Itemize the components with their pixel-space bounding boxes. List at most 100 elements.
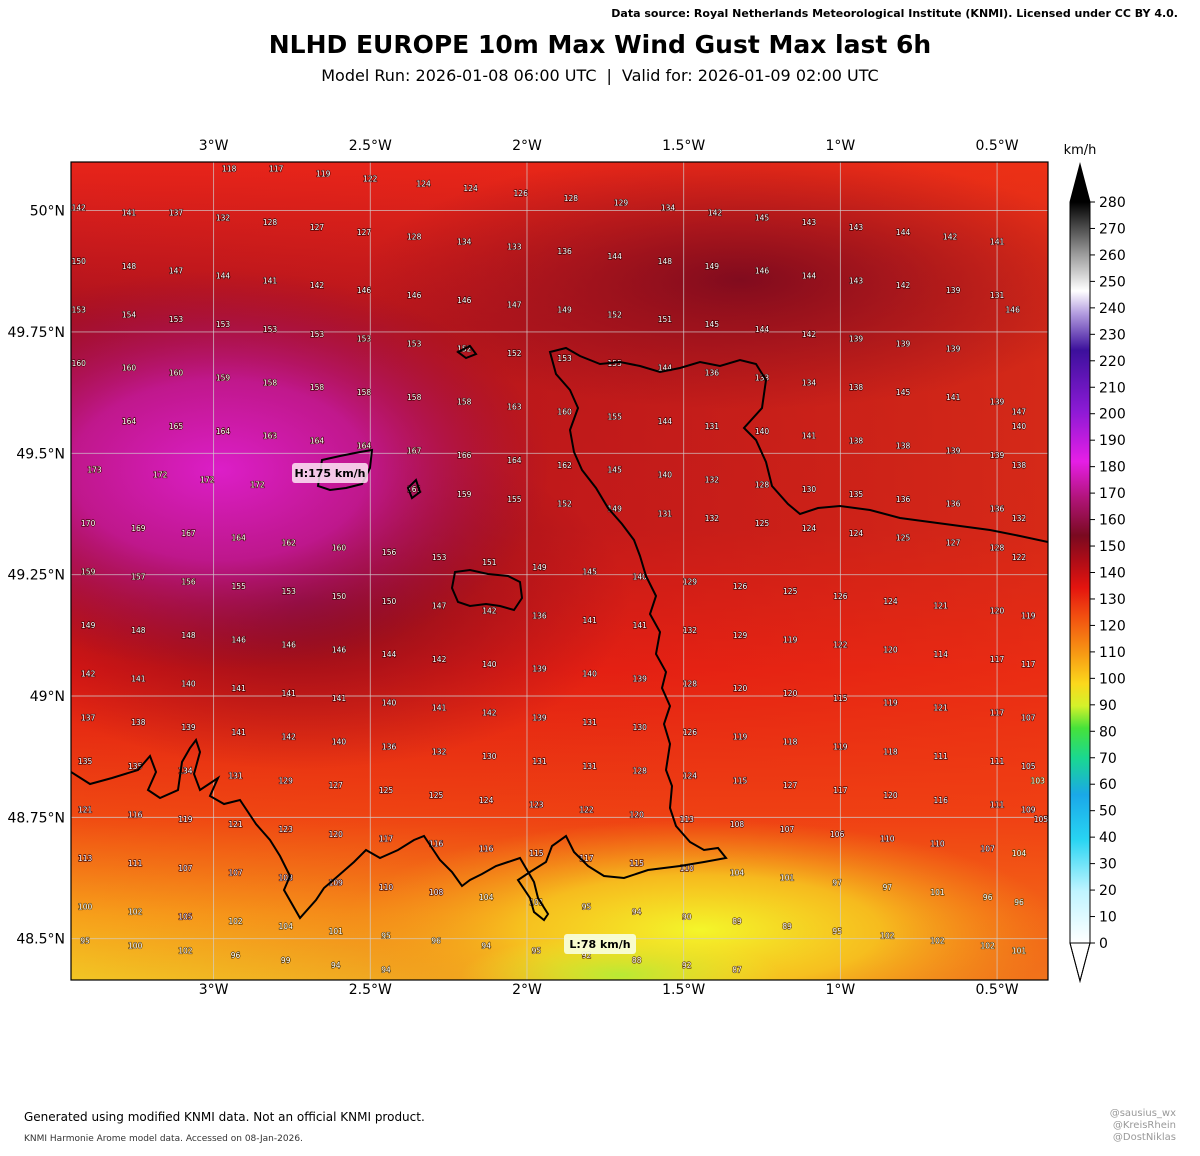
station-value: 152 <box>557 500 572 509</box>
colorbar-tick-label: 40 <box>1099 830 1117 846</box>
station-value: 163 <box>263 432 278 441</box>
station-value: 124 <box>463 184 478 193</box>
station-value: 160 <box>72 359 87 368</box>
axis-ticks: 3°W 3°W 2.5°W 2.5°W 2°W 2°W 1.5°W 1.5°W 1°W 1°W 0.… <box>7 138 1018 998</box>
station-value: 148 <box>131 626 146 635</box>
station-value: 144 <box>802 272 817 281</box>
wind-field-dark-band <box>360 162 1048 410</box>
station-value: 117 <box>1021 660 1036 669</box>
station-value: 102 <box>128 908 143 917</box>
station-value: 136 <box>990 505 1005 514</box>
station-value: 138 <box>896 441 911 450</box>
station-value: 136 <box>705 369 720 378</box>
station-value: 142 <box>943 233 958 242</box>
station-value: 147 <box>507 301 522 310</box>
station-value: 147 <box>432 602 447 611</box>
lon-tick-top: 2.5°W <box>349 138 392 154</box>
station-value: 148 <box>122 262 137 271</box>
colorbar-tick-label: 170 <box>1099 486 1126 502</box>
station-value: 111 <box>990 757 1005 766</box>
station-value: 162 <box>282 539 297 548</box>
station-value: 140 <box>482 660 497 669</box>
lon-tick-top: 2°W <box>512 138 542 154</box>
station-value: 129 <box>279 776 294 785</box>
station-value: 153 <box>310 330 325 339</box>
station-value: 160 <box>332 543 347 552</box>
station-value: 127 <box>357 228 372 237</box>
station-value: 151 <box>658 315 673 324</box>
coastline-brittany <box>71 346 1048 922</box>
station-value: 124 <box>802 524 817 533</box>
lon-tick-top: 0.5°W <box>976 138 1019 154</box>
station-value: 117 <box>379 835 394 844</box>
station-value: 139 <box>990 398 1005 407</box>
station-value: 160 <box>557 407 572 416</box>
station-value: 122 <box>833 641 848 650</box>
station-value: 123 <box>529 801 544 810</box>
station-value: 150 <box>72 257 87 266</box>
colorbar-tick-label: 80 <box>1099 724 1117 740</box>
station-value: 164 <box>216 427 231 436</box>
lat-tick: 48.75°N <box>7 810 65 826</box>
lon-tick-bottom: 2.5°W <box>349 982 392 998</box>
station-value: 147 <box>1012 407 1027 416</box>
station-value: 133 <box>507 242 522 251</box>
station-value: 113 <box>680 815 695 824</box>
colorbar-tick-label: 230 <box>1099 327 1126 343</box>
station-value: 118 <box>222 165 237 174</box>
colorbar-tick-label: 240 <box>1099 301 1126 317</box>
station-value: 146 <box>357 286 372 295</box>
chart-title: NLHD EUROPE 10m Max Wind Gust Max last 6… <box>268 30 932 59</box>
station-value: 128 <box>683 679 698 688</box>
station-value: 115 <box>833 694 848 703</box>
station-value: 155 <box>232 582 247 591</box>
station-value: 113 <box>78 854 93 863</box>
station-value: 117 <box>269 165 284 174</box>
station-value: 145 <box>583 568 598 577</box>
coastline-jersey <box>450 568 524 612</box>
station-value: 127 <box>946 539 961 548</box>
station-value: 129 <box>614 199 629 208</box>
station-value: 146 <box>332 645 347 654</box>
station-value: 139 <box>946 286 961 295</box>
station-value: 128 <box>755 480 770 489</box>
station-value: 172 <box>250 480 265 489</box>
station-value: 116 <box>128 810 143 819</box>
station-value: 97 <box>832 878 842 887</box>
station-value: 96 <box>1014 898 1024 907</box>
station-value: 131 <box>658 509 673 518</box>
station-value: 109 <box>1021 806 1036 815</box>
station-value: 170 <box>81 519 96 528</box>
station-value: 149 <box>608 505 623 514</box>
station-value: 127 <box>329 781 344 790</box>
station-value: 146 <box>282 641 297 650</box>
station-value: 155 <box>507 495 522 504</box>
station-value: 101 <box>529 898 544 907</box>
lon-tick-bottom: 0.5°W <box>976 982 1019 998</box>
station-value: 115 <box>733 776 748 785</box>
station-value: 125 <box>379 786 394 795</box>
colorbar-tick-label: 250 <box>1099 274 1126 290</box>
lon-tick-top: 3°W <box>199 138 229 154</box>
station-value: 142 <box>282 733 297 742</box>
colorbar-tick-label: 220 <box>1099 354 1126 370</box>
station-value: 120 <box>783 689 798 698</box>
station-value: 132 <box>216 213 231 222</box>
colorbar-tick-label: 60 <box>1099 777 1117 793</box>
station-value: 130 <box>802 485 817 494</box>
station-value: 105 <box>178 912 193 921</box>
high-label: H:175 km/h <box>294 467 365 480</box>
station-value: 92 <box>682 961 692 970</box>
lon-tick-bottom: 1.5°W <box>662 982 705 998</box>
valid-for-label: Valid for: 2026-01-09 02:00 UTC <box>621 66 879 85</box>
station-value: 110 <box>680 864 695 873</box>
station-value: 101 <box>329 927 344 936</box>
lon-tick-bottom: 2°W <box>512 982 542 998</box>
wind-field-yellow-south <box>340 820 1048 980</box>
colorbar-tick-label: 30 <box>1099 857 1117 873</box>
station-value: 138 <box>849 383 864 392</box>
station-value: 140 <box>1012 422 1027 431</box>
station-value: 163 <box>507 403 522 412</box>
station-value: 116 <box>934 796 949 805</box>
